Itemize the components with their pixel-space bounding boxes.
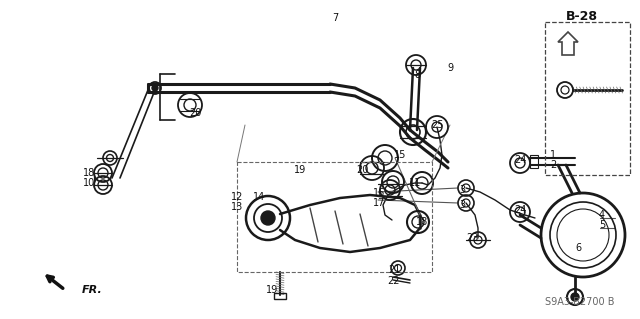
Text: 20: 20 bbox=[189, 108, 201, 118]
Text: 9: 9 bbox=[447, 63, 453, 73]
Text: 14: 14 bbox=[253, 192, 265, 202]
Text: 24: 24 bbox=[514, 155, 526, 165]
Circle shape bbox=[571, 293, 579, 301]
Text: 22: 22 bbox=[388, 276, 400, 286]
Text: 1: 1 bbox=[550, 150, 556, 160]
Text: 12: 12 bbox=[231, 192, 243, 202]
Text: 10: 10 bbox=[83, 178, 95, 188]
Circle shape bbox=[152, 85, 158, 91]
Bar bbox=[530, 155, 538, 168]
Text: 17: 17 bbox=[373, 198, 385, 208]
Text: 11: 11 bbox=[409, 178, 421, 188]
Text: 16: 16 bbox=[373, 188, 385, 198]
Bar bbox=[545, 22, 630, 175]
Text: S9A3-B2700 B: S9A3-B2700 B bbox=[545, 297, 615, 307]
Text: 18: 18 bbox=[83, 168, 95, 178]
Text: 5: 5 bbox=[599, 220, 605, 230]
Text: 25: 25 bbox=[431, 120, 444, 130]
Text: 18: 18 bbox=[416, 217, 428, 227]
Text: 23: 23 bbox=[466, 233, 478, 243]
Text: FR.: FR. bbox=[82, 285, 103, 295]
Bar bbox=[237, 162, 432, 272]
Circle shape bbox=[261, 211, 275, 225]
Text: 21: 21 bbox=[388, 265, 400, 275]
Text: B-28: B-28 bbox=[566, 10, 598, 23]
Text: 19: 19 bbox=[294, 165, 306, 175]
Bar bbox=[274, 293, 286, 299]
Text: 20: 20 bbox=[356, 165, 368, 175]
Text: 13: 13 bbox=[231, 202, 243, 212]
Text: 4: 4 bbox=[599, 210, 605, 220]
Text: 24: 24 bbox=[514, 205, 526, 215]
Text: 8: 8 bbox=[414, 70, 420, 80]
Text: 3: 3 bbox=[459, 200, 465, 210]
Text: 6: 6 bbox=[575, 243, 581, 253]
Text: 15: 15 bbox=[394, 150, 406, 160]
Text: 3: 3 bbox=[459, 185, 465, 195]
Text: 7: 7 bbox=[332, 13, 338, 23]
Text: 19: 19 bbox=[266, 285, 278, 295]
Text: 2: 2 bbox=[550, 160, 556, 170]
